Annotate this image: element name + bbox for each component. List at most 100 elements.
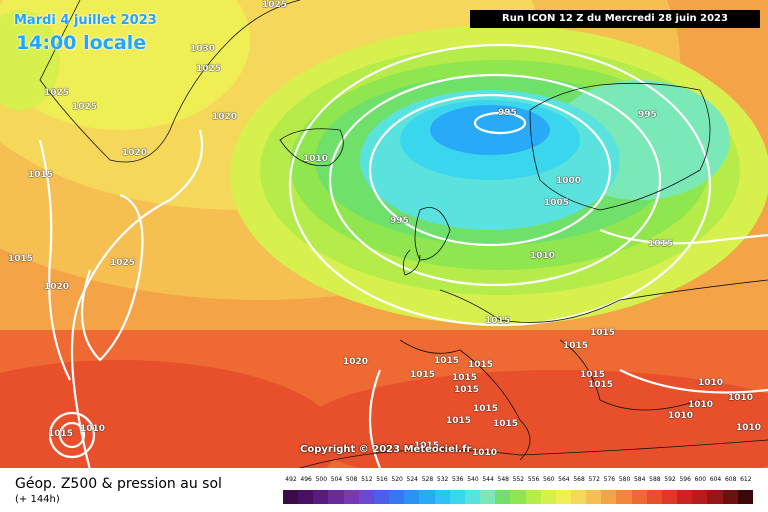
- scale-swatch: [328, 490, 344, 504]
- copyright-notice: Copyright © 2023 Meteociel.fr: [300, 444, 472, 455]
- scale-swatch: [737, 490, 753, 504]
- isobar-label: 1000: [556, 176, 582, 186]
- isobar-label: 1020: [212, 112, 238, 122]
- scale-tick-label: 592: [664, 476, 676, 483]
- scale-tick-label: 556: [527, 476, 540, 483]
- isobar-label: 1015: [588, 380, 614, 390]
- isobar-label: 1015: [590, 328, 616, 338]
- color-scale: 492 496 500 504 508 512 516 520 524 528 532 536 540 5…: [283, 476, 753, 504]
- isobar-label: 1010: [698, 378, 724, 388]
- scale-swatch: [510, 490, 526, 504]
- scale-swatch: [616, 490, 632, 504]
- isobar-label: 1005: [544, 198, 570, 208]
- weather-map: Mardi 4 juillet 2023 14:00 locale Run IC…: [0, 0, 768, 468]
- scale-swatch: [358, 490, 374, 504]
- isobar-label: 995: [498, 108, 517, 118]
- isobar-label: 995: [390, 216, 409, 226]
- scale-tick-label: 612: [740, 476, 752, 483]
- z500-field-sw: [0, 360, 340, 468]
- isobar-label: 1025: [44, 88, 70, 98]
- scale-swatch: [707, 490, 723, 504]
- scale-tick-label: 568: [573, 476, 585, 483]
- isobar-label: 1015: [446, 416, 472, 426]
- scale-swatch: [464, 490, 481, 504]
- isobar-lines: [38, 43, 768, 468]
- isobar-label: 1020: [343, 357, 369, 367]
- z500-field-nw: [0, 10, 60, 110]
- forecast-time: 14:00 locale: [16, 32, 147, 54]
- scale-swatch: [661, 490, 678, 504]
- color-scale-swatches: [283, 490, 753, 504]
- isobar-label: 1025: [262, 0, 288, 10]
- scale-tick-label: 560: [543, 476, 555, 483]
- isobar-label: 1030: [190, 44, 216, 54]
- isobar-label: 1010: [303, 154, 329, 164]
- scale-swatch: [646, 490, 662, 504]
- run-info: Run ICON 12 Z du Mercredi 28 juin 2023: [470, 10, 760, 28]
- scale-swatch: [373, 490, 390, 504]
- scale-swatch: [283, 490, 299, 504]
- isobar-label: 1015: [410, 370, 436, 380]
- scale-swatch: [495, 490, 511, 504]
- color-scale-ticks: 492 496 500 504 508 512 516 520 524 528 532 536 540 5…: [283, 476, 753, 488]
- isobar-label: 1015: [452, 373, 478, 383]
- scale-swatch: [343, 490, 359, 504]
- isobar-label: 1010: [472, 448, 498, 458]
- isobar-label: 1010: [80, 424, 106, 434]
- scale-swatch: [525, 490, 541, 504]
- isobar-label: 1015: [468, 360, 494, 370]
- scale-swatch: [389, 490, 405, 504]
- scale-tick-label: 540: [467, 476, 479, 483]
- scale-swatch: [313, 490, 329, 504]
- scale-swatch: [692, 490, 708, 504]
- scale-tick-label: 516: [376, 476, 388, 483]
- isobar-label: 1015: [28, 170, 54, 180]
- scale-tick-label: 564: [558, 476, 570, 483]
- isobar-label: 1015: [434, 356, 460, 366]
- scale-tick-label: 576: [603, 476, 616, 483]
- scale-tick-label: 544: [482, 476, 494, 483]
- scale-swatch: [540, 490, 556, 504]
- isobar-label: 1010: [688, 400, 714, 410]
- coastlines: [39, 0, 768, 468]
- scale-tick-label: 536: [452, 476, 464, 483]
- scale-swatch: [434, 490, 450, 504]
- scale-swatch: [298, 490, 314, 504]
- isobar-label: 1015: [48, 429, 74, 439]
- scale-swatch: [570, 490, 587, 504]
- scale-tick-label: 588: [649, 476, 661, 483]
- scale-swatch: [419, 490, 435, 504]
- forecast-date: Mardi 4 juillet 2023: [14, 13, 157, 28]
- legend-panel: Géop. Z500 & pression au sol (+ 144h) 49…: [0, 468, 768, 512]
- isobar-label: 1015: [473, 404, 499, 414]
- scale-tick-label: 532: [436, 476, 449, 483]
- isobar-label: 1015: [648, 239, 674, 249]
- z500-field-med: [300, 370, 768, 468]
- scale-tick-label: 584: [633, 476, 646, 483]
- scale-swatch: [404, 490, 420, 504]
- isobar-label: 1025: [110, 258, 136, 268]
- isobar-label: 1015: [454, 385, 480, 395]
- isobar-label: 1020: [122, 148, 148, 158]
- z500-trough-core: [430, 105, 550, 155]
- scale-tick-label: 552: [512, 476, 525, 483]
- isobar-label: 1015: [493, 419, 519, 429]
- isobar-label: 1010: [736, 423, 762, 433]
- map-title: Géop. Z500 & pression au sol: [15, 476, 222, 492]
- scale-tick-label: 604: [709, 476, 722, 483]
- scale-tick-label: 608: [724, 476, 737, 483]
- z500-field-greenland: [0, 0, 250, 130]
- scale-tick-label: 492: [285, 476, 297, 483]
- isobar-label: 1020: [44, 282, 70, 292]
- scale-swatch: [480, 490, 496, 504]
- scale-tick-label: 572: [588, 476, 600, 483]
- scale-swatch: [449, 490, 465, 504]
- scale-tick-label: 524: [406, 476, 418, 483]
- scale-tick-label: 508: [345, 476, 358, 483]
- scale-swatch: [722, 490, 738, 504]
- scale-tick-label: 580: [618, 476, 631, 483]
- isobar-label: 1015: [8, 254, 34, 264]
- scale-tick-label: 548: [497, 476, 509, 483]
- isobar-label: 1010: [728, 393, 754, 403]
- isobar-label: 1015: [485, 316, 511, 326]
